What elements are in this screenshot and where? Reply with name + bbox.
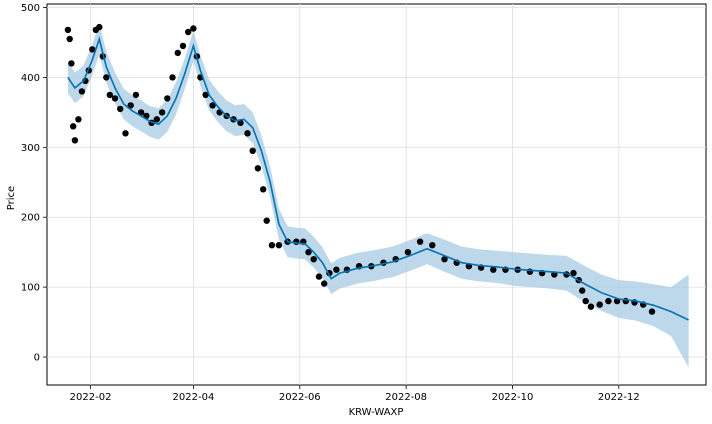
observed-point	[209, 102, 216, 109]
x-tick-label: 2022-02	[70, 392, 112, 403]
observed-point	[333, 266, 340, 273]
x-tick-label: 2022-04	[173, 392, 215, 403]
x-tick-label: 2022-08	[385, 392, 427, 403]
observed-point	[117, 105, 124, 113]
observed-point	[596, 301, 603, 308]
observed-point	[429, 242, 436, 249]
observed-point	[137, 109, 145, 116]
observed-point	[249, 147, 256, 154]
observed-point	[132, 91, 140, 99]
uncertainty-band	[67, 23, 689, 368]
plot-area	[46, 3, 707, 386]
observed-point	[111, 95, 119, 102]
observed-point	[96, 23, 103, 31]
observed-point	[103, 74, 110, 81]
forecast-line	[67, 36, 689, 321]
observed-point	[202, 91, 209, 99]
x-tick-label: 2022-12	[598, 392, 640, 403]
observed-point	[190, 25, 197, 32]
observed-point	[106, 91, 114, 99]
observed-point	[254, 165, 262, 172]
observed-point	[441, 256, 448, 263]
observed-point	[490, 266, 497, 273]
uncertainty-band-area	[67, 23, 689, 368]
observed-point	[169, 74, 176, 81]
x-tick-label: 2022-06	[279, 392, 321, 403]
observed-point	[305, 249, 312, 256]
axes: 0 100 200 300 400 500 2022-02 2022-04 2022-06 202…	[21, 3, 640, 403]
observed-point	[164, 95, 171, 102]
observed-point	[179, 42, 187, 50]
observed-point	[315, 273, 323, 280]
y-axis-label: Price	[6, 186, 17, 210]
observed-point	[268, 242, 276, 249]
observed-point	[275, 242, 283, 249]
observed-point	[158, 109, 166, 116]
y-tick-label: 0	[34, 353, 40, 364]
observed-point	[579, 287, 586, 294]
observed-point	[570, 269, 577, 277]
observed-point	[64, 26, 72, 34]
observed-point	[66, 35, 73, 43]
observed-point	[263, 217, 270, 224]
observed-point	[70, 123, 77, 130]
y-tick-label: 500	[21, 3, 40, 14]
observed-point	[122, 130, 129, 137]
observed-point	[321, 280, 328, 287]
observed-point	[244, 130, 251, 137]
observed-point	[237, 119, 244, 127]
observed-point	[174, 49, 181, 57]
observed-point	[260, 186, 267, 193]
observed-point	[78, 88, 86, 95]
y-tick-label: 100	[21, 283, 40, 294]
observed-point	[185, 28, 192, 36]
observed-point	[89, 46, 96, 53]
observed-point	[127, 102, 134, 109]
grid	[47, 4, 706, 385]
y-tick-label: 400	[21, 73, 40, 84]
x-tick-label: 2022-10	[492, 392, 534, 403]
observed-point	[587, 303, 595, 310]
observed-point	[68, 60, 75, 67]
observed-point	[648, 308, 656, 315]
observed-point	[404, 249, 412, 256]
y-tick-label: 200	[21, 213, 40, 224]
observed-point	[310, 256, 317, 263]
observed-point	[582, 297, 589, 305]
forecast-path	[67, 36, 689, 321]
x-axis-label: KRW-WAXP	[349, 407, 404, 418]
observed-point	[416, 238, 424, 245]
observed-point	[75, 116, 82, 123]
observed-point	[153, 116, 160, 123]
observed-point	[605, 297, 612, 305]
y-tick-label: 300	[21, 143, 40, 154]
observed-point	[71, 137, 79, 144]
